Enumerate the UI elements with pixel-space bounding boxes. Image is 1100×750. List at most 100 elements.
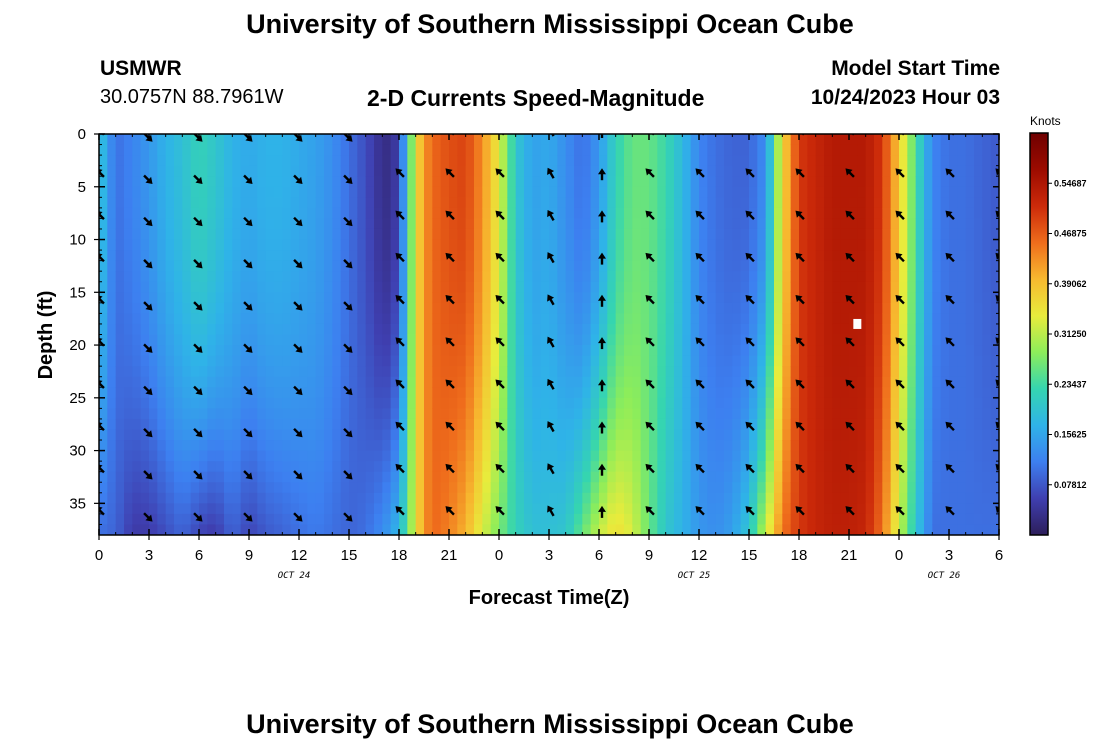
heatmap-cell	[949, 155, 958, 167]
heatmap-cell	[199, 186, 208, 198]
heatmap-cell	[607, 207, 617, 220]
heatmap-cell	[174, 387, 183, 399]
heatmap-cell	[815, 260, 825, 272]
heatmap-cell	[915, 482, 925, 494]
heatmap-cell	[332, 492, 342, 504]
heatmap-cell	[582, 408, 592, 420]
heatmap-cell	[549, 345, 558, 357]
current-vector-arrow	[243, 216, 253, 227]
heatmap-cell	[599, 313, 608, 325]
heatmap-cell	[657, 155, 667, 167]
heatmap-cell	[707, 418, 717, 431]
heatmap-cell	[115, 144, 125, 156]
heatmap-cell	[782, 271, 792, 283]
heatmap-cell	[207, 503, 217, 515]
x-tick-label: 9	[645, 547, 653, 564]
heatmap-cell	[190, 260, 200, 272]
heatmap-cell	[932, 429, 942, 441]
heatmap-cell	[832, 461, 842, 473]
heatmap-cell	[982, 155, 992, 167]
heatmap-cell	[940, 302, 950, 314]
heatmap-cell	[582, 524, 592, 535]
heatmap-cell	[182, 144, 192, 156]
heatmap-cell	[782, 281, 792, 293]
heatmap-cell	[690, 134, 700, 146]
heatmap-cell	[715, 228, 725, 241]
current-vector-arrow	[293, 385, 303, 396]
heatmap-cell	[532, 503, 542, 515]
heatmap-cell	[932, 355, 942, 367]
heatmap-cell	[882, 186, 892, 198]
heatmap-cell	[140, 366, 150, 378]
heatmap-cell	[699, 492, 708, 504]
heatmap-cell	[674, 260, 683, 272]
heatmap-cell	[815, 207, 825, 220]
arrow-head	[445, 463, 453, 471]
heatmap-cell	[665, 197, 675, 209]
heatmap-cell	[782, 313, 792, 325]
heatmap-cell	[199, 418, 208, 431]
heatmap-cell	[832, 387, 842, 399]
heatmap-cell	[690, 165, 700, 177]
heatmap-cell	[540, 271, 550, 283]
heatmap-cell	[940, 513, 950, 526]
heatmap-cell	[732, 302, 742, 314]
heatmap-cell	[890, 218, 900, 230]
heatmap-cell	[824, 239, 833, 251]
heatmap-cell	[824, 387, 833, 399]
heatmap-cell	[157, 418, 167, 431]
heatmap-cell	[415, 228, 425, 241]
heatmap-cell	[907, 165, 917, 177]
heatmap-cell	[299, 513, 308, 526]
heatmap-cell	[740, 471, 750, 483]
heatmap-cell	[265, 250, 275, 262]
heatmap-cell	[224, 197, 233, 209]
heatmap-cell	[932, 492, 942, 504]
heatmap-cell	[299, 387, 308, 399]
heatmap-cell	[690, 397, 700, 409]
heatmap-cell	[732, 271, 742, 283]
heatmap-cell	[382, 366, 392, 378]
heatmap-cell	[524, 155, 533, 167]
heatmap-cell	[565, 513, 575, 526]
heatmap-cell	[932, 397, 942, 409]
heatmap-cell	[324, 302, 333, 314]
heatmap-cell	[490, 197, 500, 209]
heatmap-cell	[565, 503, 575, 515]
heatmap-cell	[274, 471, 283, 483]
heatmap-cell	[357, 492, 367, 504]
heatmap-cell	[615, 418, 625, 431]
heatmap-cell	[849, 397, 858, 409]
arrow-head	[745, 168, 753, 176]
heatmap-cell	[232, 313, 242, 325]
heatmap-cell	[690, 376, 700, 388]
heatmap-cell	[340, 144, 350, 156]
heatmap-cell	[449, 461, 458, 473]
arrow-head	[195, 472, 203, 480]
heatmap-cell	[190, 250, 200, 262]
heatmap-cell	[690, 228, 700, 241]
heatmap-cell	[449, 144, 458, 156]
heatmap-cell	[849, 461, 858, 473]
heatmap-cell	[399, 345, 408, 357]
heatmap-cell	[282, 345, 292, 357]
heatmap-cell	[615, 250, 625, 262]
heatmap-cell	[574, 418, 583, 431]
heatmap-cell	[849, 186, 858, 198]
heatmap-cell	[349, 260, 358, 272]
heatmap-cell	[574, 260, 583, 272]
heatmap-cell	[865, 228, 875, 241]
heatmap-cell	[815, 281, 825, 293]
heatmap-cell	[324, 366, 333, 378]
heatmap-cell	[924, 503, 933, 515]
heatmap-cell	[157, 450, 167, 462]
heatmap-cell	[365, 176, 375, 188]
arrow-shaft	[99, 254, 105, 263]
heatmap-cell	[899, 524, 908, 535]
heatmap-cell	[349, 366, 358, 378]
heatmap-cell	[457, 281, 467, 293]
heatmap-cell	[849, 292, 858, 304]
heatmap-cell	[99, 250, 108, 262]
heatmap-cell	[632, 271, 642, 283]
heatmap-cell	[532, 461, 542, 473]
